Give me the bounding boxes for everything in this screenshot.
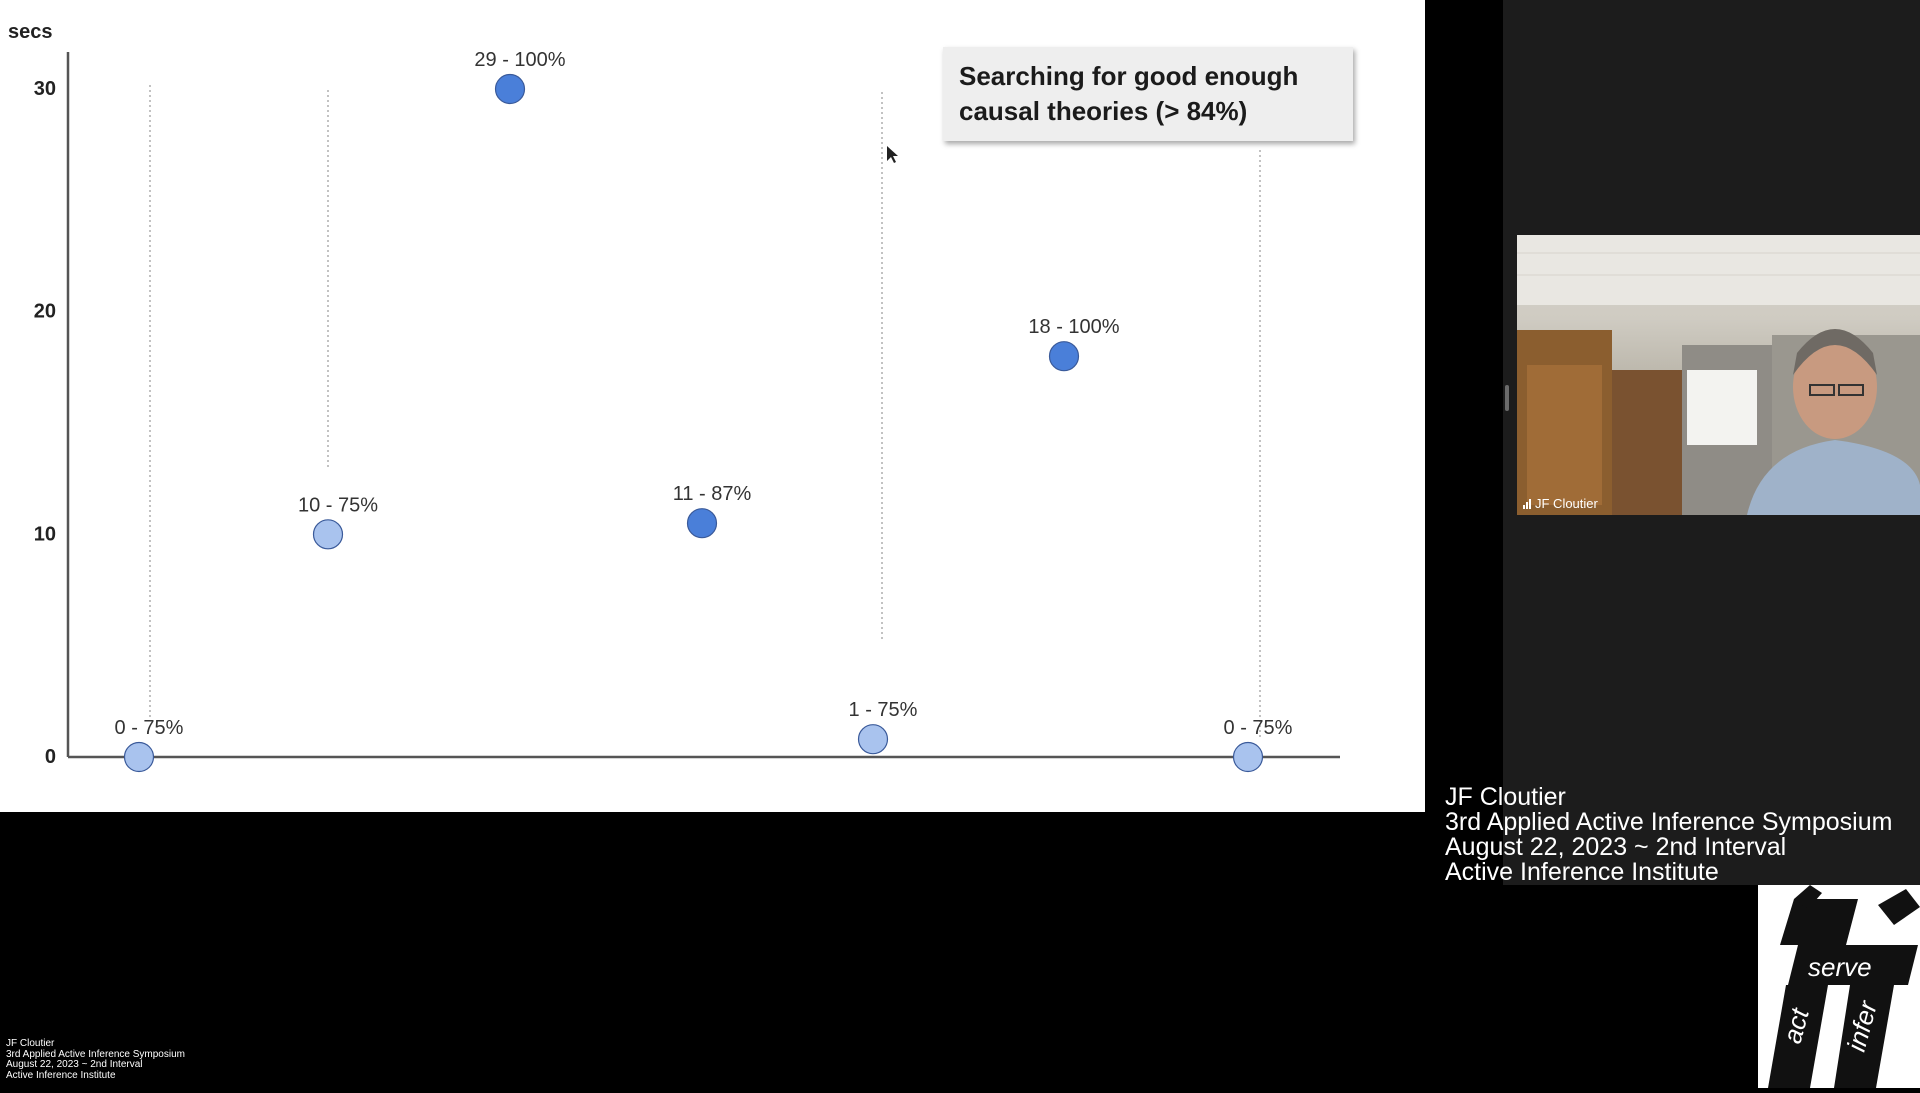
resize-handle[interactable] bbox=[1505, 385, 1509, 411]
data-point-label: 1 - 75% bbox=[849, 699, 918, 721]
participant-video-tile[interactable]: JF Cloutier bbox=[1517, 235, 1920, 515]
y-tick-label: 30 bbox=[34, 78, 56, 100]
data-point-label: 18 - 100% bbox=[1028, 316, 1119, 338]
y-tick-label: 20 bbox=[34, 301, 56, 323]
participant-name-label: JF Cloutier bbox=[1523, 496, 1598, 511]
data-point-label: 11 - 87% bbox=[673, 483, 752, 505]
small-caption-name: JF Cloutier bbox=[6, 1038, 55, 1049]
event-name: 3rd Applied Active Inference Symposium bbox=[1445, 808, 1893, 836]
small-caption-event: 3rd Applied Active Inference Symposium bbox=[6, 1048, 185, 1060]
speaker-name: JF Cloutier bbox=[1445, 783, 1566, 811]
organization: Active Inference Institute bbox=[1445, 858, 1719, 886]
y-axis-label: secs bbox=[8, 21, 53, 43]
event-date: August 22, 2023 ~ 2nd Interval bbox=[1445, 833, 1787, 861]
data-point bbox=[1048, 341, 1080, 372]
data-point-label: 29 - 100% bbox=[474, 49, 565, 71]
data-point bbox=[312, 519, 344, 550]
data-point bbox=[686, 508, 718, 539]
small-caption-org: Active Inference Institute bbox=[6, 1069, 116, 1081]
signal-strength-icon bbox=[1523, 498, 1531, 509]
scatter-chart: secs 0 10 20 30 0 - 75% 10 - 75% 29 - 100% 11 - … bbox=[8, 21, 1340, 773]
data-point-label: 10 - 75% bbox=[298, 494, 378, 516]
y-tick-label: 10 bbox=[34, 523, 56, 545]
callout-line-1: Searching for good enough bbox=[959, 61, 1299, 91]
presentation-slide: secs 0 10 20 30 0 - 75% 10 - 75% 29 - 100% 11 - … bbox=[0, 0, 1425, 812]
data-point-label: 0 - 75% bbox=[115, 717, 184, 739]
callout-box: Searching for good enough causal theorie… bbox=[943, 47, 1353, 141]
data-point bbox=[123, 741, 155, 773]
black-gap bbox=[1425, 0, 1503, 812]
data-point bbox=[494, 73, 526, 105]
participant-name: JF Cloutier bbox=[1535, 496, 1598, 511]
small-caption-date: August 22, 2023 ~ 2nd Interval bbox=[6, 1059, 143, 1070]
data-point bbox=[1232, 741, 1264, 773]
speaker-video-frame bbox=[1517, 235, 1920, 515]
data-point bbox=[857, 724, 889, 755]
y-tick-label: 0 bbox=[45, 746, 56, 768]
callout-line-2: causal theories (> 84%) bbox=[959, 96, 1248, 126]
mouse-pointer-icon bbox=[887, 146, 898, 163]
small-caption: JF Cloutier 3rd Applied Active Inference… bbox=[6, 1038, 185, 1081]
speaker-info: JF Cloutier 3rd Applied Active Inference… bbox=[1445, 785, 1892, 885]
institute-logo: serve act infer bbox=[1758, 885, 1920, 1088]
data-point-label: 0 - 75% bbox=[1224, 717, 1293, 739]
svg-text:serve: serve bbox=[1808, 952, 1872, 982]
